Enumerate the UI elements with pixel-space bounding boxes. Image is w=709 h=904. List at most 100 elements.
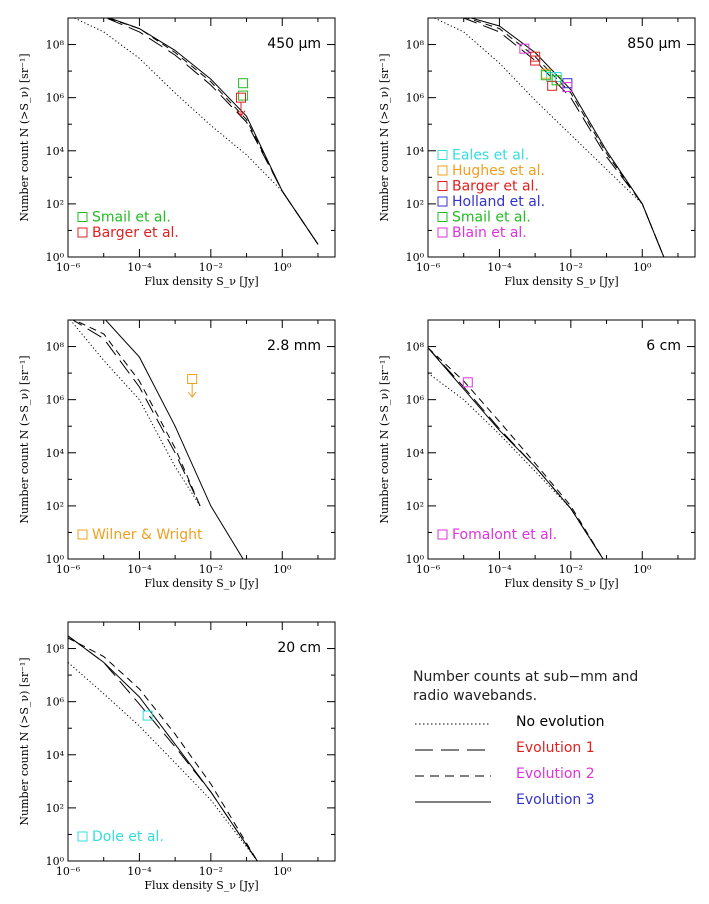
legend-label-evolution-2: Evolution 2: [516, 766, 595, 782]
y-tick-label: 10⁰: [46, 251, 65, 264]
band-label: 450 μm: [267, 36, 321, 52]
y-tick-label: 10⁶: [406, 92, 425, 105]
panel-0: 10⁻⁶ 10⁻⁴ 10⁻² 10⁰ 10⁰ 10² 10⁴ 10⁶ 10⁸ Flux densi…: [18, 17, 336, 288]
band-label: 6 cm: [646, 338, 681, 354]
legend-entry: Fomalont et al.: [452, 527, 557, 543]
model-curves: [428, 347, 604, 559]
y-axis-label: Number count N (>S_ν) [sr⁻¹]: [18, 53, 31, 221]
y-tick-label: 10⁸: [46, 643, 65, 656]
data-point: [187, 374, 198, 385]
x-tick-label: 10⁻²: [199, 865, 223, 878]
x-tick-label: 10⁻⁴: [487, 563, 512, 576]
plot-frame: [67, 17, 336, 258]
legend-marker: [437, 165, 448, 176]
y-tick-label: 10⁸: [406, 341, 425, 354]
legend-label-evolution-1: Evolution 1: [516, 740, 595, 756]
band-label: 2.8 mm: [267, 338, 321, 354]
data-point: [238, 90, 249, 101]
data-point: [519, 43, 530, 54]
upper-limit-arrowhead: [236, 110, 246, 117]
data-point: [142, 710, 153, 721]
x-axis-label: Flux density S_ν [Jy]: [504, 275, 618, 288]
y-axis-label: Number count N (>S_ν) [sr⁻¹]: [18, 657, 31, 825]
legend-entry: Barger et al.: [452, 179, 539, 195]
series-line-short-dash: [428, 347, 604, 559]
x-tick-label: 10⁻⁶: [56, 563, 81, 576]
x-tick-label: 10⁰: [273, 563, 292, 576]
x-tick-label: 10⁻⁶: [56, 261, 81, 274]
x-tick-label: 10⁻⁶: [416, 563, 441, 576]
plot-frame: [67, 319, 336, 560]
y-tick-label: 10⁶: [46, 394, 65, 407]
y-tick-label: 10⁴: [406, 145, 425, 158]
x-tick-label: 10⁻²: [199, 563, 223, 576]
x-tick-label: 10⁻⁴: [487, 261, 512, 274]
y-tick-label: 10⁴: [46, 447, 65, 460]
y-tick-label: 10⁶: [46, 696, 65, 709]
legend-entry: Smail et al.: [92, 210, 171, 226]
data-point: [462, 377, 473, 388]
y-tick-label: 10⁶: [46, 92, 65, 105]
series-line-solid: [108, 18, 319, 245]
legend-marker: [437, 529, 448, 540]
y-tick-label: 10⁰: [46, 855, 65, 868]
y-tick-label: 10⁸: [46, 341, 65, 354]
y-tick-label: 10⁴: [406, 447, 425, 460]
model-curves: [433, 18, 665, 257]
x-tick-label: 10⁰: [633, 563, 652, 576]
model-curves: [73, 18, 319, 245]
legend-title: Number counts at sub−mm and radio waveba…: [413, 668, 703, 706]
x-tick-label: 10⁰: [633, 261, 652, 274]
legend-marker: [77, 227, 88, 238]
series-line-dotted: [69, 320, 201, 507]
legend-marker: [437, 196, 448, 207]
band-label: 850 μm: [627, 36, 681, 52]
legend-row-evolution-3: Evolution 3: [413, 792, 703, 818]
legend-entry: Smail et al.: [452, 210, 531, 226]
series-line-short-dash: [73, 320, 201, 507]
panel-1: 10⁻⁶ 10⁻⁴ 10⁻² 10⁰ 10⁰ 10² 10⁴ 10⁶ 10⁸ Flux densi…: [378, 17, 696, 288]
legend-marker: [77, 831, 88, 842]
series-line-solid: [428, 347, 604, 559]
plot-frame: [427, 319, 696, 560]
y-tick-label: 10⁰: [406, 251, 425, 264]
legend-marker: [437, 212, 448, 222]
x-tick-label: 10⁻⁴: [127, 865, 152, 878]
legend-marker: [77, 212, 88, 222]
y-tick-label: 10²: [46, 198, 64, 211]
data-point: [562, 82, 573, 93]
series-line-dotted: [428, 372, 604, 559]
legend-marker: [77, 529, 88, 540]
legend-row-evolution-1: Evolution 1: [413, 740, 703, 766]
y-tick-label: 10⁰: [406, 553, 425, 566]
series-line-solid: [68, 635, 258, 861]
legend-title-line-1: Number counts at sub−mm and: [413, 669, 639, 685]
x-tick-label: 10⁻²: [199, 261, 223, 274]
model-curves: [69, 320, 244, 559]
global-legend: Number counts at sub−mm and radio waveba…: [413, 668, 703, 818]
series-line-dotted: [73, 18, 319, 245]
x-tick-label: 10⁻²: [559, 563, 583, 576]
legend-line-short-dash: [415, 775, 491, 777]
y-tick-label: 10⁴: [46, 749, 65, 762]
series-line-long-dash: [68, 635, 258, 861]
legend-line-long-dash: [415, 749, 491, 751]
y-tick-label: 10⁸: [406, 39, 425, 52]
data-point: [236, 92, 247, 103]
data-point: [540, 70, 551, 81]
legend-entry: Wilner & Wright: [92, 527, 203, 543]
legend-marker: [437, 227, 448, 238]
series-line-solid: [469, 18, 665, 257]
x-tick-label: 10⁰: [273, 865, 292, 878]
x-tick-label: 10⁻²: [559, 261, 583, 274]
y-tick-label: 10²: [46, 500, 64, 513]
x-axis-label: Flux density S_ν [Jy]: [144, 275, 258, 288]
x-axis-label: Flux density S_ν [Jy]: [144, 577, 258, 590]
series-line-short-dash: [68, 637, 258, 861]
x-tick-label: 10⁻⁶: [56, 865, 81, 878]
legend-label-no-evolution: No evolution: [516, 714, 605, 730]
series-line-solid: [104, 320, 244, 559]
y-axis-label: Number count N (>S_ν) [sr⁻¹]: [378, 53, 391, 221]
x-tick-label: 10⁻⁶: [416, 261, 441, 274]
